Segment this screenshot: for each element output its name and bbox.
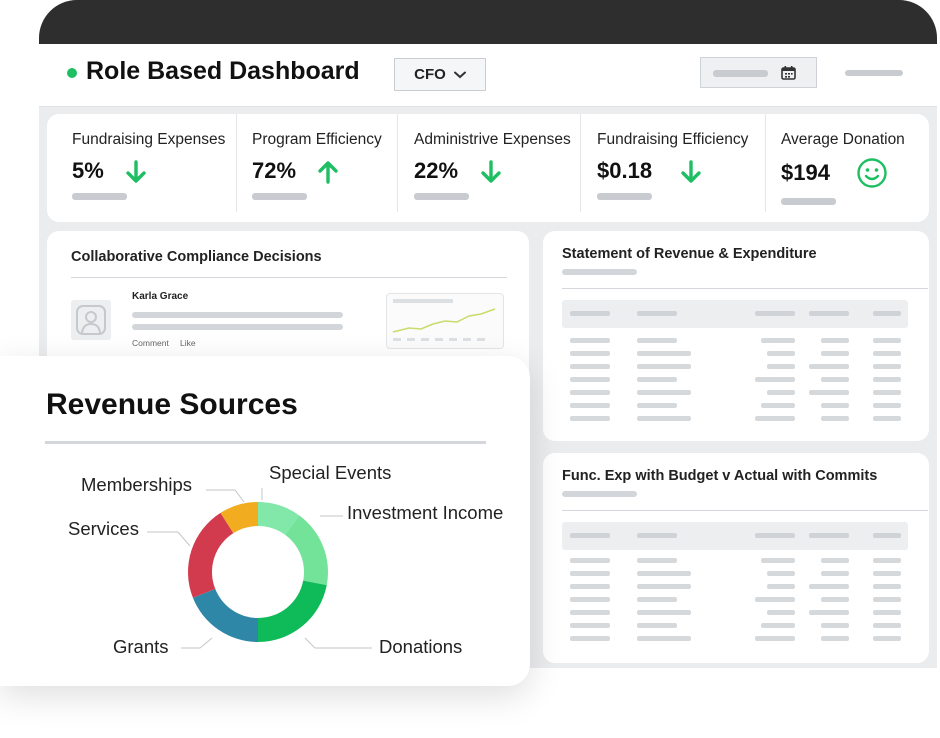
kpi-value: $194: [781, 160, 830, 185]
kpi-placeholder: [597, 193, 652, 200]
kpi-placeholder: [72, 193, 127, 200]
leader-line-grants: [181, 637, 213, 649]
slice-label-grants: Grants: [113, 636, 169, 657]
kpi-value: 5%: [72, 158, 104, 183]
chevron-down-icon: [453, 71, 466, 78]
slice-label-investment-income: Investment Income: [347, 502, 504, 523]
kpi-value: 22%: [414, 158, 459, 183]
comment-link[interactable]: Comment: [132, 338, 169, 348]
kpi-label: Fundraising Expenses: [72, 131, 226, 148]
leader-line-services: [147, 531, 191, 547]
kpi-placeholder: [414, 193, 469, 200]
kpi-divider: [580, 114, 581, 212]
dashboard-header: Role Based Dashboard CFO: [39, 44, 937, 107]
kpi-divider: [765, 114, 766, 212]
mini-trend-chart: [386, 293, 504, 349]
revenue-sources-divider: [45, 441, 486, 444]
kpi-label: Program Efficiency: [252, 131, 382, 148]
kpi-value: 72%: [252, 158, 297, 183]
statement-table-rows: [570, 311, 901, 421]
revenue-sources-donut-chart: [147, 488, 372, 649]
revenue-sources-title: Revenue Sources: [46, 388, 298, 421]
budget-table: [543, 453, 929, 663]
kpi-strip: Fundraising Expenses 5% Program Efficien…: [47, 114, 929, 222]
compliance-divider: [71, 277, 507, 278]
revenue-sources-card: Revenue Sources Special Events Investmen…: [0, 356, 530, 686]
role-selector[interactable]: CFO: [394, 58, 486, 91]
budget-card: Func. Exp with Budget v Actual with Comm…: [543, 453, 929, 663]
kpi-program-efficiency[interactable]: Program Efficiency 72%: [252, 114, 402, 222]
comment-text-line: [132, 324, 343, 330]
kpi-fundraising-efficiency[interactable]: Fundraising Efficiency $0.18: [597, 114, 767, 222]
status-dot: [67, 68, 77, 78]
kpi-value: $0.18: [597, 158, 653, 183]
slice-label-memberships: Memberships: [81, 474, 193, 495]
kpi-administrative-expenses[interactable]: Administrive Expenses 22%: [414, 114, 584, 222]
arrow-down-icon: [126, 160, 146, 183]
donut-slice-special-events[interactable]: [258, 502, 300, 535]
kpi-divider: [397, 114, 398, 212]
statement-table: [543, 231, 929, 441]
comment-text-line: [132, 312, 343, 318]
leader-line-memberships: [206, 489, 245, 503]
calendar-icon: [781, 66, 796, 80]
kpi-label: Fundraising Efficiency: [597, 131, 749, 148]
role-selector-value: CFO: [414, 66, 446, 83]
page-title: Role Based Dashboard: [86, 57, 360, 85]
date-range-picker[interactable]: [700, 57, 817, 88]
header-placeholder: [845, 70, 903, 76]
statement-table-header: [562, 300, 908, 328]
compliance-title: Collaborative Compliance Decisions: [71, 249, 322, 265]
kpi-divider: [236, 114, 237, 212]
statement-card: Statement of Revenue & Expenditure: [543, 231, 929, 441]
arrow-down-icon: [481, 160, 501, 183]
statement-subtitle-placeholder: [562, 269, 637, 275]
kpi-fundraising-expenses[interactable]: Fundraising Expenses 5%: [72, 114, 242, 222]
budget-subtitle-placeholder: [562, 491, 637, 497]
slice-label-special-events: Special Events: [269, 462, 392, 483]
avatar: [71, 300, 111, 340]
donut-slice-investment-income[interactable]: [285, 515, 328, 586]
budget-title: Func. Exp with Budget v Actual with Comm…: [562, 468, 878, 484]
statement-divider: [562, 288, 928, 289]
date-range-placeholder: [713, 70, 768, 77]
budget-table-rows: [570, 533, 901, 641]
statement-title: Statement of Revenue & Expenditure: [562, 246, 817, 262]
comment-author: Karla Grace: [132, 291, 189, 302]
leader-line-donations: [304, 637, 372, 649]
arrow-up-icon: [318, 161, 338, 184]
donut-slice-donations[interactable]: [258, 580, 327, 642]
donut-slice-memberships[interactable]: [220, 502, 258, 534]
kpi-placeholder: [781, 198, 836, 205]
user-icon: [76, 305, 106, 335]
arrow-down-icon: [681, 160, 701, 183]
donut-slice-grants[interactable]: [192, 588, 258, 642]
donut-slice-services[interactable]: [188, 512, 234, 598]
kpi-placeholder: [252, 193, 307, 200]
kpi-label: Average Donation: [781, 131, 905, 148]
like-link[interactable]: Like: [180, 338, 196, 348]
kpi-average-donation[interactable]: Average Donation $194: [781, 114, 921, 222]
smiley-face-icon: [857, 158, 887, 188]
budget-table-header: [562, 522, 908, 550]
kpi-label: Administrive Expenses: [414, 131, 571, 148]
slice-label-services: Services: [68, 518, 139, 539]
sparkline: [392, 299, 496, 341]
budget-divider: [562, 510, 928, 511]
slice-label-donations: Donations: [379, 636, 463, 657]
window-top-bar: [39, 0, 937, 44]
